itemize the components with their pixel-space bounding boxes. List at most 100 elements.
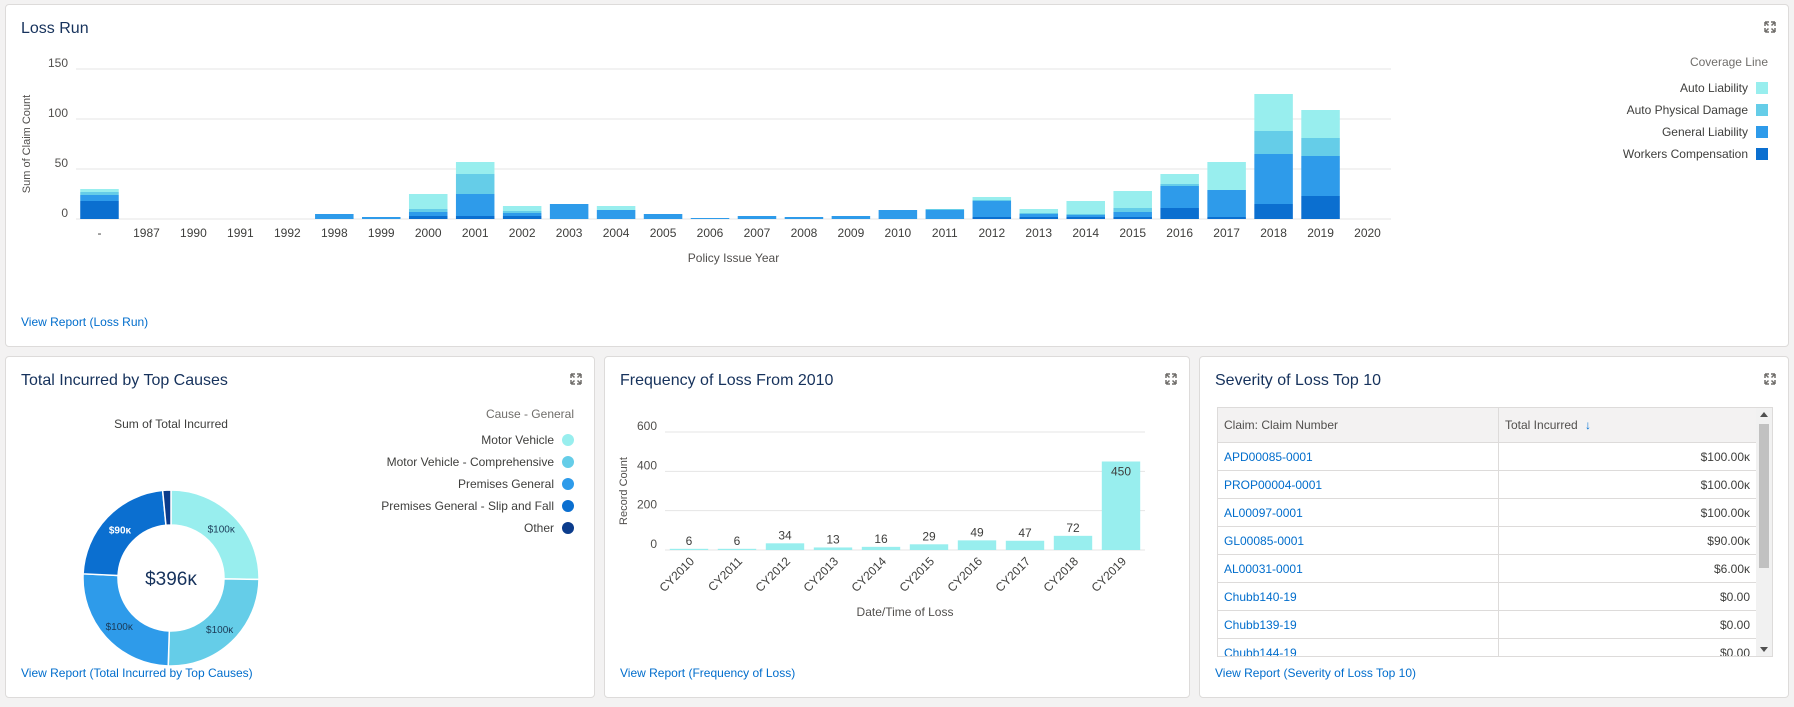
legend-item[interactable]: Auto Physical Damage <box>1568 99 1768 121</box>
bar-segment[interactable] <box>1160 186 1199 208</box>
bar-segment[interactable] <box>1066 217 1105 219</box>
legend-item[interactable]: Premises General - Slip and Fall <box>294 495 574 517</box>
bar-segment[interactable] <box>1160 174 1199 184</box>
expand-icon[interactable] <box>570 373 582 385</box>
view-report-frequency-link[interactable]: View Report (Frequency of Loss) <box>620 666 796 680</box>
expand-icon[interactable] <box>1764 373 1776 385</box>
bar-segment[interactable] <box>1301 156 1340 196</box>
bar-segment[interactable] <box>502 213 542 216</box>
bar[interactable] <box>669 548 709 550</box>
bar-segment[interactable] <box>455 216 495 219</box>
bar-segment[interactable] <box>1113 208 1152 212</box>
claim-link[interactable]: APD00085-0001 <box>1224 449 1313 464</box>
bar-segment[interactable] <box>315 214 354 219</box>
bar-segment[interactable] <box>1207 162 1246 190</box>
legend-item[interactable]: Other <box>294 517 574 539</box>
column-header-total[interactable]: Total Incurred ↓ <box>1498 408 1756 443</box>
view-report-loss-run-link[interactable]: View Report (Loss Run) <box>21 315 149 329</box>
legend-item[interactable]: General Liability <box>1568 121 1768 143</box>
bar[interactable] <box>957 540 997 550</box>
scrollbar-thumb[interactable] <box>1759 424 1769 568</box>
bar-segment[interactable] <box>1066 214 1105 215</box>
bar-segment[interactable] <box>1207 217 1246 219</box>
bar-segment[interactable] <box>408 216 448 219</box>
scrollbar[interactable] <box>1756 408 1772 656</box>
bar-segment[interactable] <box>1254 154 1293 204</box>
bar-segment[interactable] <box>80 189 119 192</box>
bar-segment[interactable] <box>408 212 448 216</box>
bar-segment[interactable] <box>925 210 965 219</box>
bar-segment[interactable] <box>1301 196 1340 219</box>
bar[interactable] <box>1005 540 1045 550</box>
expand-icon[interactable] <box>1764 21 1776 33</box>
bar[interactable] <box>1101 461 1141 551</box>
bar-segment[interactable] <box>455 162 495 174</box>
bar-segment[interactable] <box>502 216 542 219</box>
bar-segment[interactable] <box>1066 201 1105 214</box>
view-report-severity-link[interactable]: View Report (Severity of Loss Top 10) <box>1215 666 1416 680</box>
bar-segment[interactable] <box>1254 94 1293 131</box>
scroll-down-arrow-icon[interactable] <box>1760 647 1768 652</box>
bar-segment[interactable] <box>455 174 495 194</box>
legend-item[interactable]: Motor Vehicle <box>294 429 574 451</box>
claim-link[interactable]: Chubb144-19 <box>1224 645 1297 657</box>
bar[interactable] <box>813 547 853 550</box>
legend-item[interactable]: Motor Vehicle - Comprehensive <box>294 451 574 473</box>
bar-segment[interactable] <box>1160 208 1199 219</box>
bar[interactable] <box>861 546 901 550</box>
view-report-top-causes-link[interactable]: View Report (Total Incurred by Top Cause… <box>21 666 253 680</box>
bar-segment[interactable] <box>1113 212 1152 217</box>
bar-segment[interactable] <box>972 217 1012 219</box>
bar-segment[interactable] <box>408 194 448 209</box>
expand-icon[interactable] <box>1165 373 1177 385</box>
legend-item[interactable]: Auto Liability <box>1568 77 1768 99</box>
bar-segment[interactable] <box>502 211 542 213</box>
bar-segment[interactable] <box>596 206 636 210</box>
bar-segment[interactable] <box>784 217 824 219</box>
bar-segment[interactable] <box>1019 213 1059 214</box>
bar-segment[interactable] <box>1254 204 1293 219</box>
bar-segment[interactable] <box>80 195 119 201</box>
bar-segment[interactable] <box>972 201 1012 217</box>
bar[interactable] <box>717 548 757 550</box>
bar-segment[interactable] <box>80 192 119 195</box>
bar-segment[interactable] <box>455 194 495 216</box>
bar-segment[interactable] <box>737 216 777 219</box>
claim-link[interactable]: AL00097-0001 <box>1224 505 1303 520</box>
bar-segment[interactable] <box>925 209 965 210</box>
bar-segment[interactable] <box>1019 217 1059 219</box>
bar-segment[interactable] <box>878 210 918 219</box>
bar-segment[interactable] <box>1160 184 1199 186</box>
bar[interactable] <box>1053 535 1093 550</box>
column-header-claim[interactable]: Claim: Claim Number <box>1218 408 1499 443</box>
bar-segment[interactable] <box>1113 191 1152 208</box>
bar-segment[interactable] <box>549 204 589 219</box>
claim-link[interactable]: Chubb139-19 <box>1224 617 1297 632</box>
scroll-up-arrow-icon[interactable] <box>1760 412 1768 417</box>
pie-slice[interactable] <box>161 489 172 527</box>
bar-segment[interactable] <box>408 209 448 212</box>
bar-segment[interactable] <box>596 210 636 219</box>
bar-segment[interactable] <box>972 197 1012 200</box>
bar-segment[interactable] <box>690 218 730 219</box>
claim-link[interactable]: AL00031-0001 <box>1224 561 1303 576</box>
bar-segment[interactable] <box>643 214 683 219</box>
claim-link[interactable]: PROP00004-0001 <box>1224 477 1323 492</box>
bar-segment[interactable] <box>1019 209 1059 213</box>
bar-segment[interactable] <box>80 201 119 219</box>
bar-segment[interactable] <box>1019 214 1059 217</box>
bar-segment[interactable] <box>972 200 1012 201</box>
bar-segment[interactable] <box>1066 215 1105 217</box>
bar[interactable] <box>909 544 949 550</box>
bar[interactable] <box>765 543 805 550</box>
bar-segment[interactable] <box>1301 138 1340 156</box>
bar-segment[interactable] <box>831 216 871 219</box>
claim-link[interactable]: GL00085-0001 <box>1224 533 1305 548</box>
bar-segment[interactable] <box>502 206 542 211</box>
pie-slice[interactable] <box>167 578 260 667</box>
bar-segment[interactable] <box>1254 131 1293 154</box>
bar-segment[interactable] <box>1301 110 1340 138</box>
legend-item[interactable]: Workers Compensation <box>1568 143 1768 165</box>
bar-segment[interactable] <box>1113 217 1152 219</box>
legend-item[interactable]: Premises General <box>294 473 574 495</box>
